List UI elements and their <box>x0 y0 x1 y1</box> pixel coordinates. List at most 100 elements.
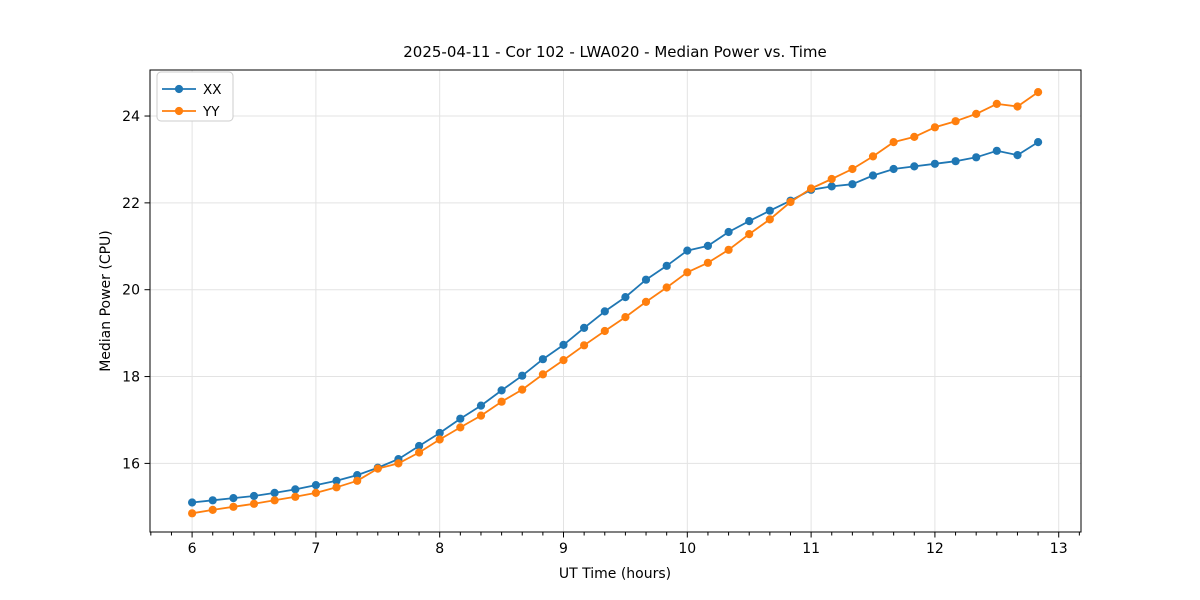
data-point-YY <box>538 370 548 379</box>
data-point-XX <box>600 307 609 316</box>
data-point-YY <box>188 509 197 518</box>
y-axis: 16 18 20 22 24 <box>122 109 150 472</box>
data-point-XX <box>827 182 836 191</box>
data-point-XX <box>208 496 217 505</box>
data-point-XX <box>765 206 774 215</box>
x-minor-ticks <box>150 532 1080 536</box>
data-point-XX <box>972 153 981 162</box>
data-point-YY <box>807 184 816 193</box>
data-point-XX <box>311 481 320 490</box>
x-tick-label: 12 <box>926 541 944 557</box>
data-point-XX <box>662 261 671 270</box>
data-point-YY <box>476 411 486 420</box>
data-point-XX <box>291 485 300 494</box>
data-point-XX <box>456 414 465 423</box>
data-point-YY <box>332 483 341 492</box>
data-point-XX <box>518 371 527 380</box>
data-point-YY <box>786 197 795 207</box>
y-tick-label: 22 <box>122 196 140 212</box>
data-point-YY <box>311 488 320 497</box>
data-point-XX <box>538 355 548 364</box>
legend-marker <box>174 106 184 116</box>
data-point-XX <box>229 494 238 503</box>
data-point-YY <box>848 164 857 174</box>
series-XX <box>188 138 1043 507</box>
data-point-YY <box>951 117 960 126</box>
data-point-XX <box>497 386 506 395</box>
data-point-YY <box>703 258 713 267</box>
grid-lines <box>150 70 1081 532</box>
data-point-YY <box>930 123 940 132</box>
y-tick-label: 16 <box>122 456 140 472</box>
data-point-YY <box>724 245 733 254</box>
data-point-XX <box>1013 151 1022 160</box>
x-tick-label: 9 <box>559 541 568 557</box>
data-point-YY <box>600 326 609 336</box>
plot-frame <box>149 69 1082 533</box>
data-point-YY <box>662 283 671 292</box>
data-point-YY <box>353 476 362 485</box>
x-tick-label: 13 <box>1050 541 1068 557</box>
data-point-YY <box>291 492 300 501</box>
legend-box <box>156 71 234 122</box>
data-point-YY <box>559 356 568 365</box>
y-tick-label: 18 <box>122 370 140 386</box>
data-point-YY <box>992 99 1001 108</box>
data-point-XX <box>683 246 692 255</box>
legend: XX YY <box>156 71 234 122</box>
data-point-YY <box>621 313 630 322</box>
x-tick-label: 11 <box>802 541 820 557</box>
data-point-YY <box>683 268 692 277</box>
data-point-YY <box>868 152 878 161</box>
x-tick-label: 6 <box>188 541 197 557</box>
data-point-XX <box>641 275 651 284</box>
data-point-XX <box>951 157 960 166</box>
data-point-YY <box>580 341 589 350</box>
data-point-XX <box>621 293 630 302</box>
data-point-XX <box>415 441 424 451</box>
data-point-YY <box>889 138 898 147</box>
data-point-YY <box>1034 88 1043 97</box>
data-point-YY <box>910 132 919 141</box>
data-point-XX <box>992 146 1001 155</box>
data-point-YY <box>435 435 444 444</box>
data-point-XX <box>476 401 486 410</box>
data-point-XX <box>353 471 362 480</box>
data-point-YY <box>415 448 424 457</box>
data-point-XX <box>249 491 259 501</box>
x-tick-label: 8 <box>435 541 444 557</box>
legend-label: XX <box>203 82 222 98</box>
data-point-XX <box>1034 138 1043 147</box>
data-point-YY <box>229 502 238 511</box>
x-tick-label: 7 <box>311 541 320 557</box>
data-point-YY <box>394 459 403 468</box>
data-point-XX <box>930 159 940 168</box>
data-point-YY <box>745 230 754 239</box>
data-point-YY <box>518 385 527 394</box>
data-point-XX <box>724 227 733 237</box>
data-point-YY <box>249 499 259 508</box>
data-point-YY <box>765 215 774 224</box>
data-point-YY <box>270 496 279 505</box>
data-point-YY <box>972 109 981 118</box>
data-point-YY <box>641 297 651 306</box>
data-point-XX <box>188 498 197 507</box>
data-point-XX <box>332 476 341 485</box>
data-point-XX <box>559 340 568 349</box>
data-point-XX <box>580 323 589 332</box>
x-axis-label: UT Time (hours) <box>559 566 671 582</box>
legend-item-xx: XX <box>162 82 222 98</box>
y-tick-label: 24 <box>122 109 140 125</box>
legend-label: YY <box>202 104 220 120</box>
data-point-YY <box>208 505 217 514</box>
data-point-YY <box>373 464 382 473</box>
data-point-YY <box>456 423 465 432</box>
data-point-XX <box>435 428 444 438</box>
data-point-XX <box>703 241 713 250</box>
data-point-XX <box>270 488 279 497</box>
x-axis: 6 7 8 9 10 11 12 13 <box>188 532 1068 557</box>
data-point-YY <box>1013 102 1022 111</box>
data-point-XX <box>745 217 754 226</box>
legend-item-yy: YY <box>162 104 220 120</box>
